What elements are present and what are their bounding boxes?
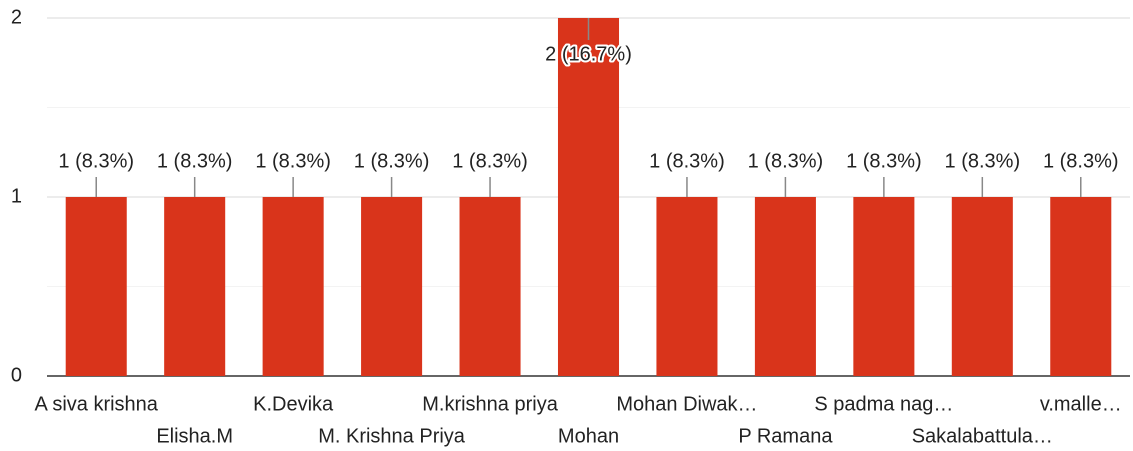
bar — [262, 197, 324, 376]
value-label: 1 (8.3%) — [157, 150, 233, 172]
bar — [1050, 197, 1112, 376]
x-tick-label: S padma nag… — [814, 393, 953, 415]
bar — [951, 197, 1013, 376]
y-tick-label: 0 — [11, 364, 22, 386]
value-label: 1 (8.3%) — [649, 150, 725, 172]
bar — [754, 197, 816, 376]
value-label: 1 (8.3%) — [452, 150, 528, 172]
x-tick-label: P Ramana — [738, 425, 833, 447]
y-tick-label: 1 — [11, 185, 22, 207]
value-label: 1 (8.3%) — [255, 150, 331, 172]
x-tick-label: v.malle… — [1040, 393, 1122, 415]
value-label: 1 (8.3%) — [945, 150, 1021, 172]
bar — [459, 197, 521, 376]
y-tick-label: 2 — [11, 6, 22, 28]
x-tick-label: M. Krishna Priya — [318, 425, 466, 447]
bar — [65, 197, 127, 376]
bar — [557, 18, 620, 376]
bar — [164, 197, 226, 376]
x-tick-label: M.krishna priya — [422, 393, 558, 415]
x-tick-label: A siva krishna — [35, 393, 159, 415]
value-label: 1 (8.3%) — [748, 150, 824, 172]
value-label: 1 (8.3%) — [1043, 150, 1119, 172]
value-label: 1 (8.3%) — [354, 150, 430, 172]
x-tick-label: Sakalabattula… — [912, 425, 1053, 447]
x-tick-label: Mohan — [558, 425, 619, 447]
bar — [656, 197, 718, 376]
bar — [361, 197, 423, 376]
x-tick-label: Elisha.M — [156, 425, 233, 447]
value-label: 1 (8.3%) — [846, 150, 922, 172]
value-label: 1 (8.3%) — [58, 150, 134, 172]
value-label: 2 (16.7%) — [545, 43, 632, 65]
x-tick-label: K.Devika — [253, 393, 334, 415]
x-tick-label: Mohan Diwak… — [616, 393, 757, 415]
bar — [853, 197, 915, 376]
